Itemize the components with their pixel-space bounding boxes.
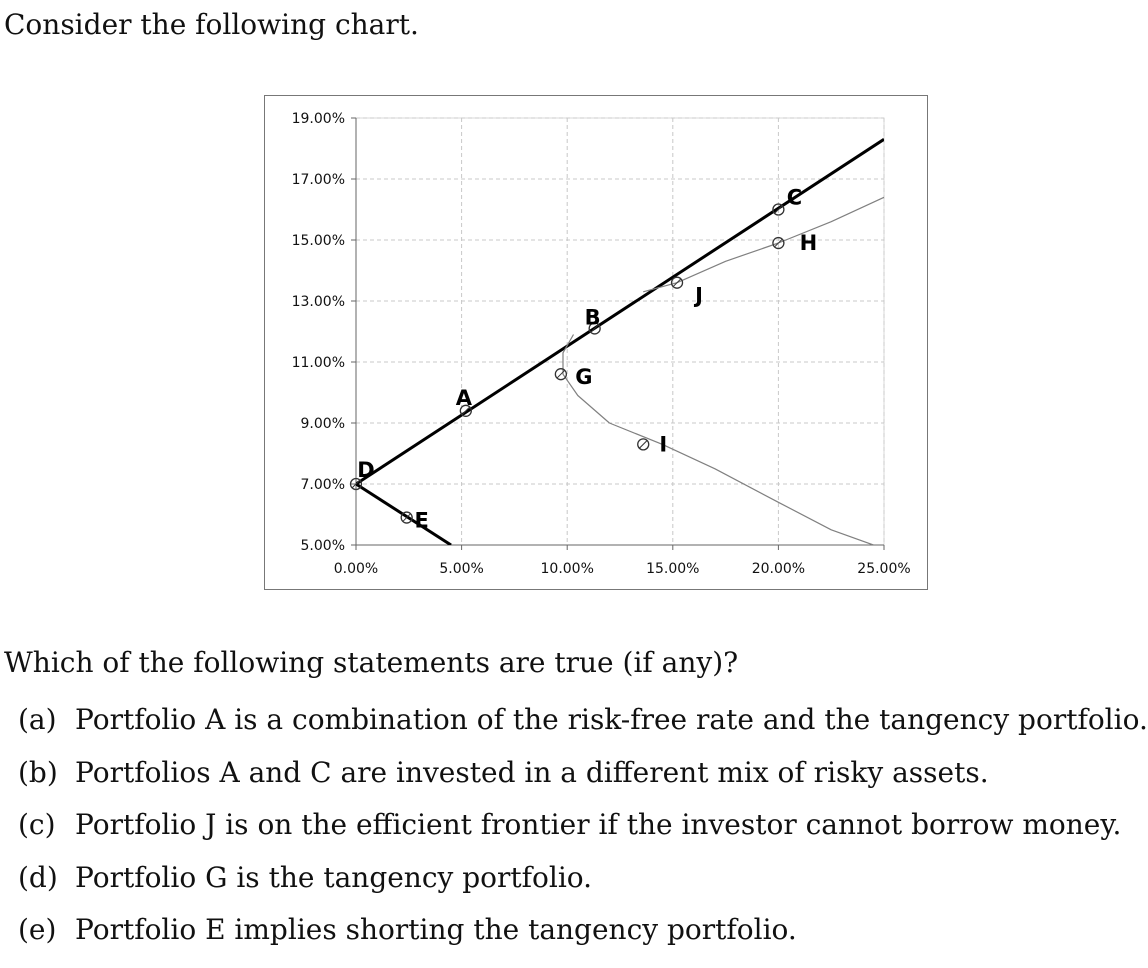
upper-line [356,138,884,486]
point-b-label: B [585,305,601,329]
option-label: (c) [18,808,56,841]
option-text: Portfolios A and C are invested in a dif… [75,755,989,789]
point-marker-slash [461,406,471,416]
point-marker-slash [402,513,412,522]
option-text: Portfolio J is on the efficient frontier… [75,808,1122,841]
x-tick-label: 15.00% [646,561,699,577]
frontier-chart: 5.00% 7.00% 9.00% 11.00% 13.00% 15.00% 17.00% 1… [292,111,911,577]
intro-text: Consider the following chart. [4,8,419,41]
point-h-marker [772,236,785,250]
y-tick-label: 19.00% [292,111,345,127]
y-tick-label: 17.00% [292,172,345,188]
x-tick-label: 25.00% [857,561,910,577]
option-text: Portfolio E implies shorting the tangenc… [75,913,797,946]
plot-area [355,117,885,546]
option-b: (b) Portfolios A and C are invested in a… [18,756,1148,809]
y-tick-label: 7.00% [301,477,345,493]
point-marker-slash [774,205,783,214]
point-g-label: G [575,365,592,389]
question-text: Which of the following statements are tr… [4,646,739,679]
y-tick-label: 5.00% [301,538,345,554]
option-label: (e) [18,913,57,946]
point-marker-slash [590,324,600,333]
point-h-label: H [800,231,818,255]
option-a: (a) Portfolio A is a combination of the … [18,703,1148,756]
x-tick-label: 10.00% [541,561,594,577]
point-g-marker [554,368,568,381]
option-text: Portfolio G is the tangency portfolio. [75,860,593,894]
point-c-marker [772,203,785,216]
option-e: (e) Portfolio E implies shorting the tan… [18,913,1148,966]
options-list: (a) Portfolio A is a combination of the … [18,703,1148,966]
option-label: (a) [18,703,57,736]
option-c: (c) Portfolio J is on the efficient fron… [18,808,1148,861]
point-i-marker [637,438,650,451]
point-a-marker [459,404,472,417]
point-marker-slash [774,238,783,248]
option-label: (d) [18,860,58,894]
y-tick-label: 15.00% [292,233,345,249]
point-j-label: J [693,284,703,308]
point-c-label: C [787,186,802,210]
frontier-lower-line [562,334,874,545]
point-d-label: D [357,458,374,482]
x-tick-label: 5.00% [439,561,483,577]
point-i-label: I [659,432,667,456]
point-e-label: E [415,509,429,533]
option-d: (d) Portfolio G is the tangency portfoli… [18,861,1148,914]
chart-figure: 5.00% 7.00% 9.00% 11.00% 13.00% 15.00% 17.00% 1… [264,95,928,590]
point-e-marker [400,511,413,524]
y-tick-label: 9.00% [301,416,345,432]
option-label: (b) [18,755,58,789]
y-tick-label: 11.00% [292,355,345,371]
point-marker-slash [556,369,566,379]
x-tick-label: 20.00% [752,561,805,577]
option-text: Portfolio A is a combination of the risk… [75,703,1148,736]
point-j-marker [670,276,684,289]
point-b-marker [588,322,601,335]
point-a-label: A [456,386,473,410]
y-tick-label: 13.00% [292,294,345,310]
point-d-marker [349,477,363,491]
point-marker-slash [351,479,361,489]
point-marker-slash [672,278,682,288]
x-tick-label: 0.00% [334,561,378,577]
point-marker-slash [638,439,648,449]
lower-line [356,482,452,545]
